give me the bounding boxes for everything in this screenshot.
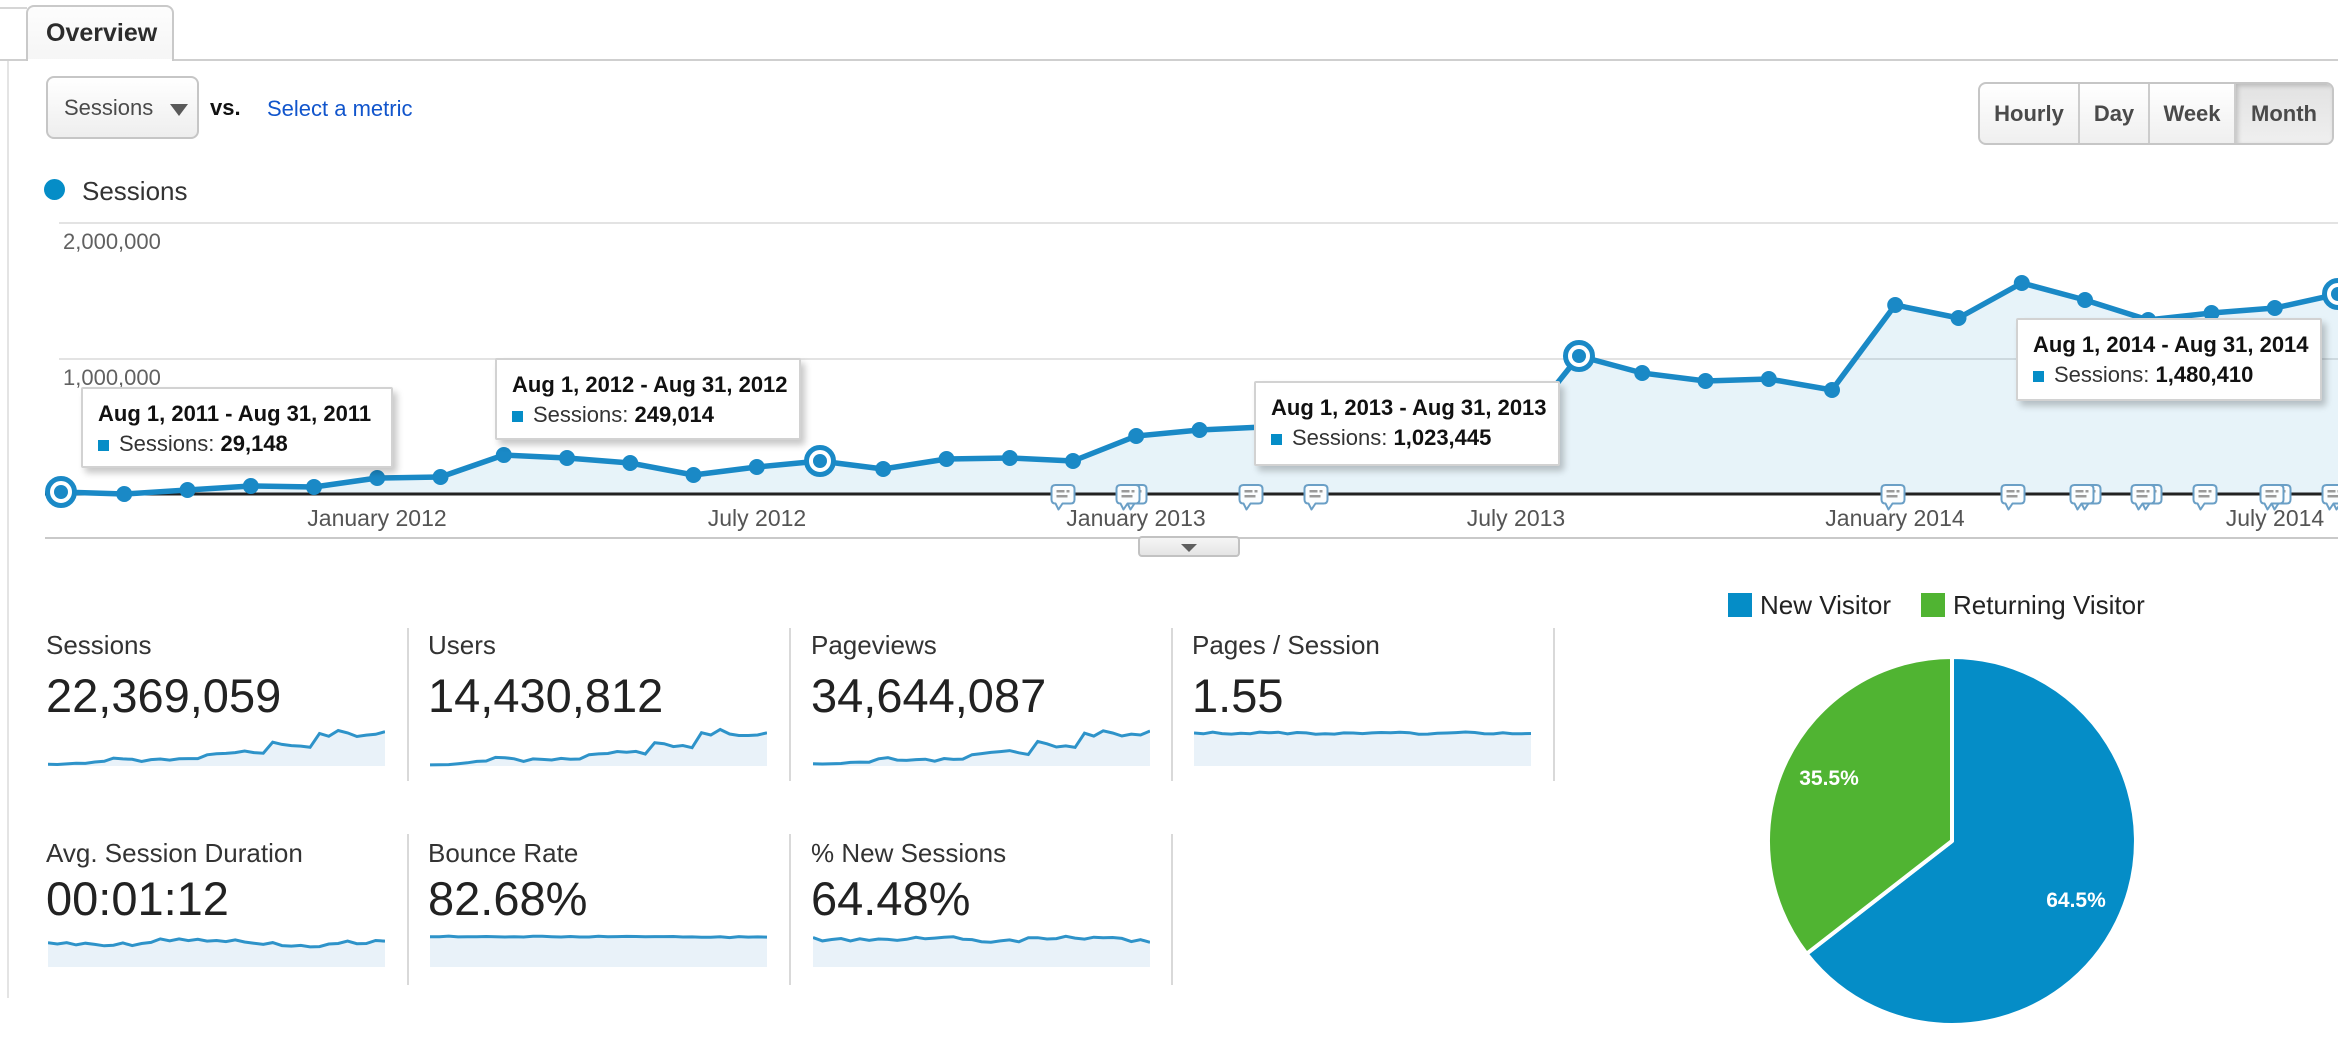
svg-text:July 2012: July 2012 xyxy=(708,505,806,531)
svg-text:July 2014: July 2014 xyxy=(2226,505,2325,531)
svg-text:January 2013: January 2013 xyxy=(1066,505,1205,531)
svg-text:35.5%: 35.5% xyxy=(1799,767,1859,790)
svg-text:January 2012: January 2012 xyxy=(307,505,446,531)
svg-text:January 2014: January 2014 xyxy=(1825,505,1965,531)
svg-text:64.5%: 64.5% xyxy=(2046,889,2106,912)
svg-text:July 2013: July 2013 xyxy=(1467,505,1565,531)
